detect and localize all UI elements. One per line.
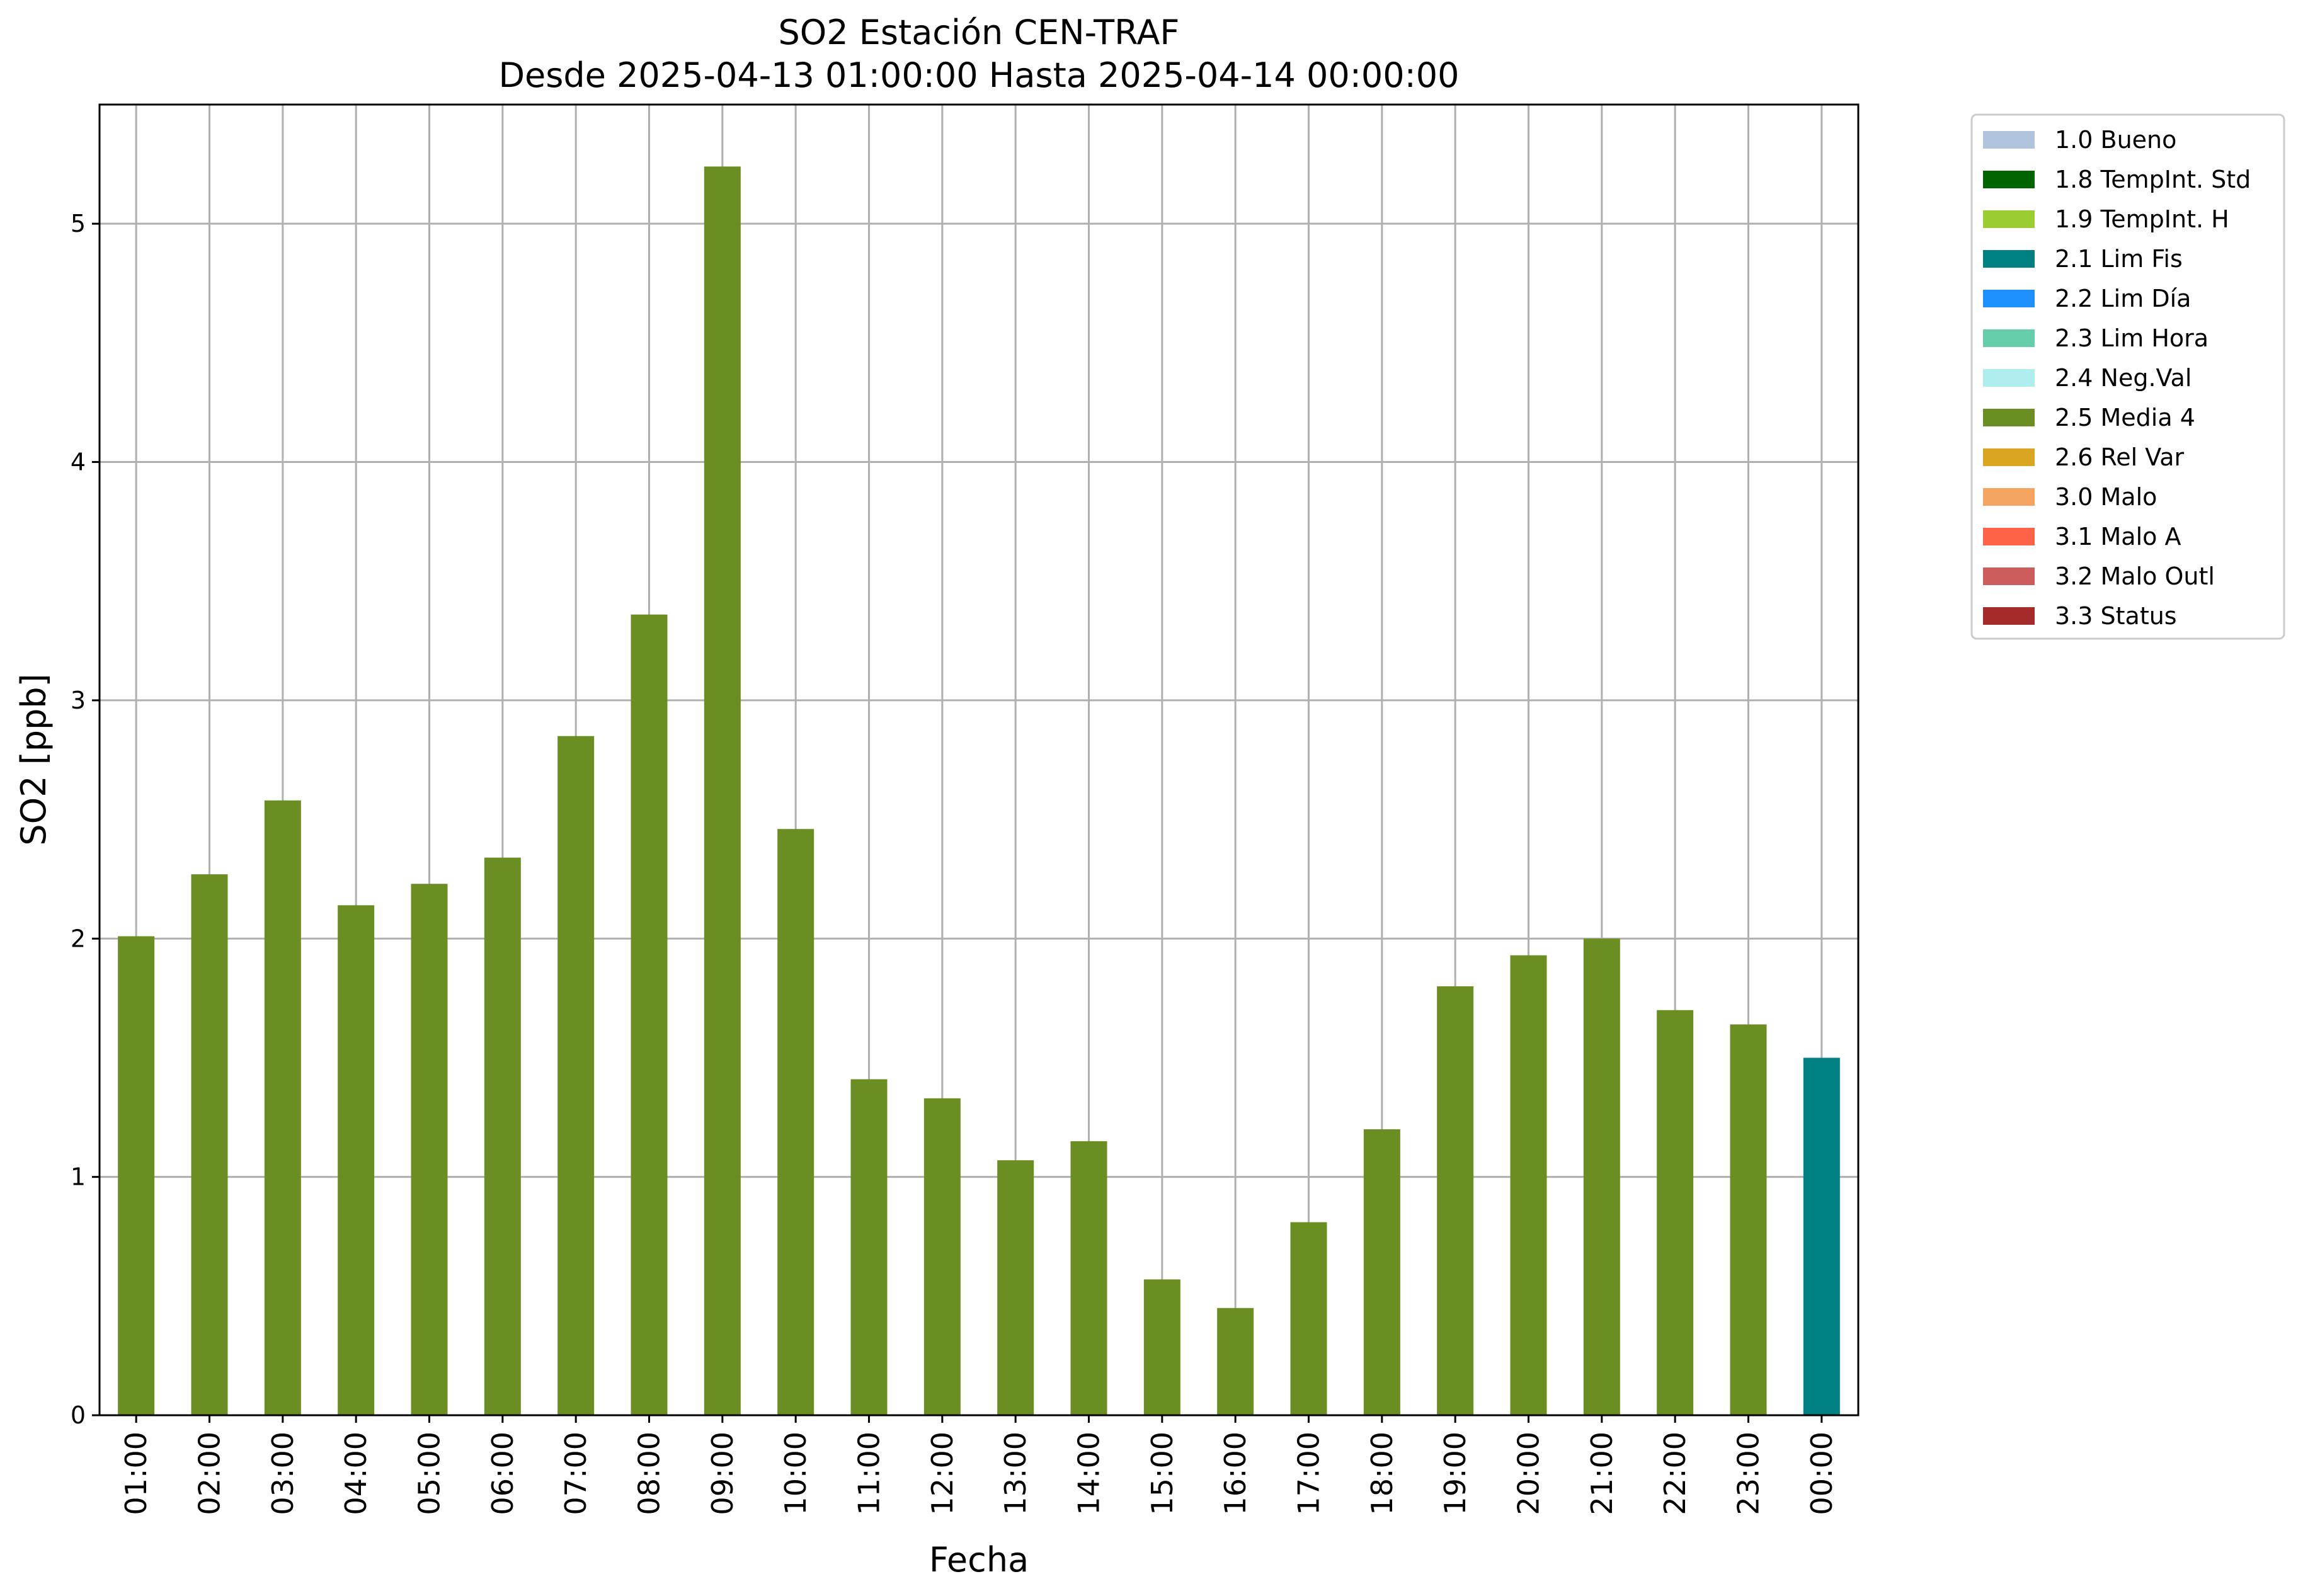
bar-1100	[850, 1079, 888, 1415]
y-tick-label: 3	[71, 687, 86, 714]
bar-1000	[777, 829, 814, 1415]
legend-swatch	[1983, 329, 2035, 347]
x-tick-label: 01:00	[119, 1432, 153, 1515]
x-tick-label: 19:00	[1438, 1432, 1472, 1515]
x-tick-label: 04:00	[339, 1432, 373, 1515]
legend-swatch	[1983, 488, 2035, 506]
legend-entry-label: 2.3 Lim Hora	[2055, 324, 2209, 352]
x-tick-label: 11:00	[852, 1432, 886, 1515]
legend-swatch	[1983, 131, 2035, 149]
x-tick-label: 03:00	[266, 1432, 300, 1515]
plot-frame	[98, 103, 1860, 1416]
legend-entry-label: 2.6 Rel Var	[2055, 443, 2185, 471]
y-tick-label: 0	[71, 1401, 86, 1429]
bar-1200	[923, 1098, 961, 1415]
bar-0700	[557, 736, 595, 1415]
bar-0300	[264, 800, 301, 1415]
x-tick-label: 20:00	[1512, 1432, 1546, 1515]
x-axis-label: Fecha	[929, 1540, 1029, 1580]
bar-0600	[484, 857, 521, 1415]
ticks: 0 1 2 3 4 5 01:00 02:00 03:00 04:00 05:00 06:00 07:0…	[71, 210, 1839, 1515]
legend-swatch	[1983, 448, 2035, 466]
legend: 1.0 Bueno 1.8 TempInt. Std 1.9 TempInt. H 2…	[1970, 113, 2285, 640]
bar-1800	[1363, 1129, 1400, 1415]
bar-0800	[631, 614, 668, 1415]
x-tick-label: 13:00	[998, 1432, 1032, 1515]
bar-0500	[411, 884, 448, 1415]
x-tick-label: 15:00	[1145, 1432, 1179, 1515]
x-tick-label: 12:00	[925, 1432, 959, 1515]
y-tick-label: 2	[71, 925, 86, 952]
bar-1900	[1437, 986, 1474, 1415]
x-tick-label: 07:00	[559, 1432, 593, 1515]
legend-swatch	[1983, 171, 2035, 188]
bar-0000	[1803, 1057, 1840, 1415]
legend-entry-label: 2.5 Media 4	[2055, 404, 2195, 431]
bars	[118, 166, 1840, 1416]
x-tick-label: 18:00	[1365, 1432, 1399, 1515]
legend-entry-label: 3.0 Malo	[2055, 483, 2157, 511]
x-tick-label: 02:00	[193, 1432, 227, 1515]
bar-0900	[704, 166, 741, 1416]
y-tick-label: 1	[71, 1163, 86, 1191]
x-tick-label: 00:00	[1805, 1432, 1839, 1515]
legend-entry-label: 2.4 Neg.Val	[2055, 364, 2192, 392]
bar-0100	[118, 936, 155, 1415]
legend-entry-label: 3.3 Status	[2055, 602, 2177, 630]
legend-entry-label: 3.1 Malo A	[2055, 523, 2181, 550]
x-tick-label: 06:00	[486, 1432, 520, 1515]
x-tick-label: 08:00	[632, 1432, 666, 1515]
bar-1500	[1143, 1279, 1180, 1415]
x-tick-label: 21:00	[1585, 1432, 1619, 1515]
legend-swatch	[1983, 290, 2035, 307]
bar-1700	[1290, 1222, 1327, 1415]
x-tick-label: 05:00	[413, 1432, 447, 1515]
chart-subtitle: Desde 2025-04-13 01:00:00 Hasta 2025-04-…	[498, 55, 1459, 95]
y-axis-label: SO2 [ppb]	[14, 673, 54, 845]
legend-swatch	[1983, 210, 2035, 228]
bar-0400	[338, 905, 375, 1415]
legend-box	[1970, 113, 2285, 640]
legend-swatch	[1983, 250, 2035, 268]
y-tick-label: 5	[71, 210, 86, 237]
bar-2100	[1583, 938, 1620, 1415]
chart-title: SO2 Estación CEN-TRAF	[778, 13, 1179, 52]
bar-1600	[1217, 1308, 1254, 1415]
x-tick-label: 09:00	[706, 1432, 740, 1515]
x-tick-label: 17:00	[1292, 1432, 1326, 1515]
bar-1400	[1070, 1141, 1107, 1415]
bar-0200	[191, 874, 228, 1415]
legend-swatch	[1983, 607, 2035, 625]
x-tick-label: 16:00	[1218, 1432, 1252, 1515]
legend-entry-label: 1.0 Bueno	[2055, 126, 2176, 154]
x-tick-label: 22:00	[1658, 1432, 1692, 1515]
legend-entry-label: 3.2 Malo Outl	[2055, 562, 2215, 590]
x-tick-label: 23:00	[1732, 1432, 1766, 1515]
legend-entry-label: 2.1 Lim Fis	[2055, 245, 2183, 273]
x-tick-label: 14:00	[1072, 1432, 1106, 1515]
legend-swatch	[1983, 369, 2035, 387]
legend-swatch	[1983, 567, 2035, 585]
bar-2300	[1730, 1024, 1767, 1415]
bar-2000	[1510, 955, 1547, 1415]
x-tick-label: 10:00	[779, 1432, 813, 1515]
bar-2200	[1657, 1010, 1694, 1415]
y-tick-label: 4	[71, 448, 86, 476]
bar-1300	[997, 1160, 1034, 1415]
legend-swatch	[1983, 409, 2035, 426]
legend-entry-label: 1.8 TempInt. Std	[2055, 166, 2251, 193]
legend-entry-label: 2.2 Lim Día	[2055, 285, 2191, 312]
legend-entry-label: 1.9 TempInt. H	[2055, 205, 2229, 233]
legend-swatch	[1983, 528, 2035, 545]
